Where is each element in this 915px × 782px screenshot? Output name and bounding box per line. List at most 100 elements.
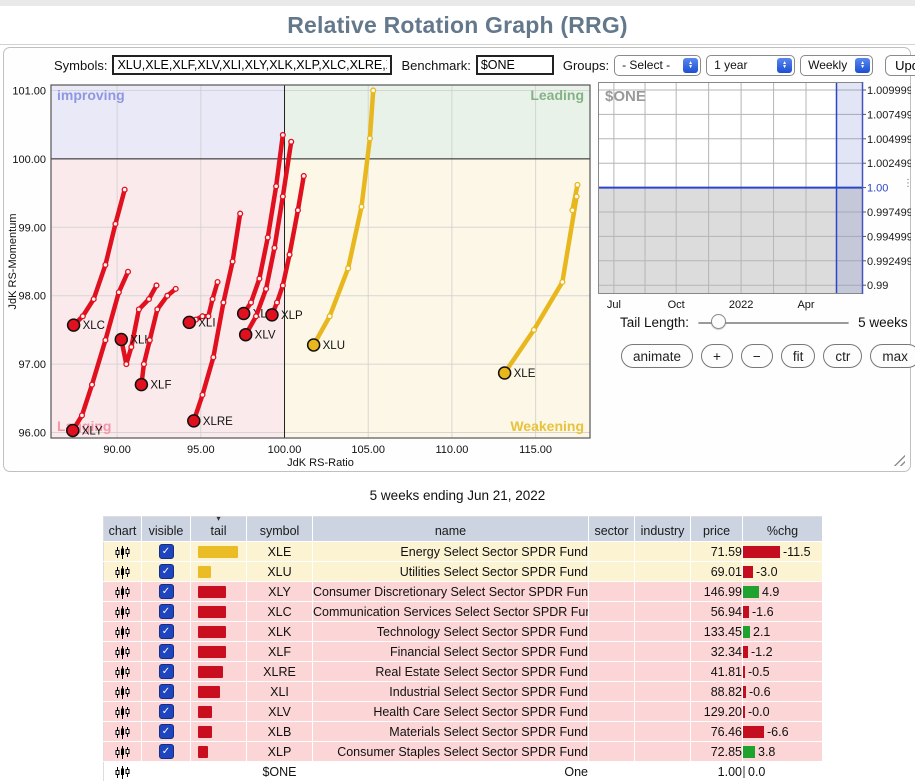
pctchg-cell: 4.9 <box>742 581 823 602</box>
sector-cell <box>588 621 635 642</box>
endpoint-XLI[interactable] <box>182 315 197 330</box>
period-select[interactable]: 1 year ▲ ▼ <box>706 54 796 76</box>
table-row-XLP[interactable]: ✓ XLP Consumer Staples Select Sector SPDR … <box>103 741 823 762</box>
zoom-out-button[interactable]: − <box>740 344 773 368</box>
table-row-XLY[interactable]: ✓ XLY Consumer Discretionary Select Sector… <box>103 581 823 602</box>
max-button[interactable]: max <box>870 344 915 368</box>
column-header-symbol[interactable]: symbol <box>246 516 313 542</box>
chart-icon[interactable] <box>103 741 142 762</box>
select-arrows-icon: ▲ ▼ <box>777 57 793 73</box>
column-header-price[interactable]: price <box>690 516 743 542</box>
pctchg-bar <box>743 665 745 678</box>
animate-button[interactable]: animate <box>621 344 694 368</box>
tail-point <box>140 361 147 368</box>
tail-point <box>90 296 97 303</box>
tail-point <box>286 251 293 258</box>
endpoint-XLE[interactable] <box>497 366 512 380</box>
visible-checkbox[interactable]: ✓ <box>158 584 174 599</box>
tail-point <box>164 292 171 299</box>
endpoint-XLB[interactable] <box>236 306 251 321</box>
endpoint-XLY[interactable] <box>66 423 80 438</box>
chart-icon[interactable] <box>103 661 142 682</box>
tail-point <box>288 138 295 145</box>
chart-icon[interactable] <box>103 721 142 742</box>
visible-checkbox[interactable]: ✓ <box>158 664 174 679</box>
chart-icon[interactable] <box>103 581 142 602</box>
chart-icon[interactable] <box>103 681 142 702</box>
table-row-XLV[interactable]: ✓ XLV Health Care Select Sector SPDR Fund 1… <box>103 701 823 722</box>
endpoint-XLC[interactable] <box>66 318 81 332</box>
svg-text:97.00: 97.00 <box>18 359 46 371</box>
fit-button[interactable]: fit <box>780 344 816 368</box>
table-row-XLK[interactable]: ✓ XLK Technology Select Sector SPDR Fund 13… <box>103 621 823 642</box>
pctchg-bar <box>743 745 755 758</box>
column-header-pctchg[interactable]: %chg <box>742 516 823 542</box>
svg-text:96.00: 96.00 <box>18 428 46 440</box>
frequency-select[interactable]: Weekly ▲ ▼ <box>800 54 874 76</box>
table-row-XLC[interactable]: ✓ XLC Communication Services Select Sector… <box>103 601 823 622</box>
pctchg-bar <box>743 585 759 598</box>
symbols-input[interactable] <box>112 55 393 75</box>
endpoint-XLU[interactable] <box>306 338 321 352</box>
chart-icon[interactable] <box>103 621 142 642</box>
table-row-XLF[interactable]: ✓ XLF Financial Select Sector SPDR Fund 32.… <box>103 641 823 662</box>
resize-grip[interactable] <box>892 453 905 466</box>
scroll-dots: ⋮ <box>903 178 913 189</box>
svg-text:98.00: 98.00 <box>18 291 46 303</box>
chart-icon[interactable] <box>103 701 142 722</box>
benchmark-input[interactable] <box>475 55 554 75</box>
visible-checkbox[interactable]: ✓ <box>158 544 174 559</box>
tail-cell <box>190 541 247 562</box>
tail-point <box>172 285 179 292</box>
chart-icon[interactable] <box>103 541 142 562</box>
column-header-name[interactable]: name <box>312 516 589 542</box>
visible-checkbox[interactable]: ✓ <box>158 604 174 619</box>
price-cell: 72.85 <box>690 741 743 762</box>
table-row-ONE[interactable]: $ONE One 1.00 0.0 <box>103 761 823 782</box>
table-row-XLU[interactable]: ✓ XLU Utilities Select Sector SPDR Fund 69.… <box>103 561 823 582</box>
column-header-visible[interactable]: visible <box>141 516 191 542</box>
tail-swatch <box>198 565 211 578</box>
visible-cell: ✓ <box>141 581 191 602</box>
update-button[interactable]: Update <box>885 54 915 76</box>
endpoint-XLF[interactable] <box>134 377 149 392</box>
tail-length-slider[interactable] <box>698 314 850 330</box>
endpoint-XLRE[interactable] <box>187 414 201 428</box>
table-row-XLRE[interactable]: ✓ XLRE Real Estate Select Sector SPDR Fund… <box>103 661 823 682</box>
table-row-XLB[interactable]: ✓ XLB Materials Select Sector SPDR Fund 76.… <box>103 721 823 742</box>
groups-select[interactable]: - Select - ▲ ▼ <box>614 54 702 76</box>
visible-checkbox[interactable]: ✓ <box>158 624 174 639</box>
column-header-tail[interactable]: tail ▾ <box>190 515 247 542</box>
tail-point <box>153 282 160 289</box>
center-button[interactable]: ctr <box>823 344 863 368</box>
endpoint-XLP[interactable] <box>265 308 279 322</box>
visible-checkbox[interactable]: ✓ <box>158 744 174 759</box>
column-header-sector[interactable]: sector <box>588 516 635 542</box>
column-header-chart[interactable]: chart <box>103 516 142 542</box>
frequency-select-value: Weekly <box>808 58 848 72</box>
industry-cell <box>634 641 691 662</box>
tail-cell <box>190 681 247 702</box>
tail-point <box>123 361 130 368</box>
chart-icon[interactable] <box>103 641 142 662</box>
rrg-chart: 90.00 95.00 100.00 105.00 110.00 115.00 96.00 9… <box>7 84 591 469</box>
name-cell: Utilities Select Sector SPDR Fund <box>312 561 589 582</box>
symbol-cell: XLP <box>246 741 313 762</box>
visible-checkbox[interactable]: ✓ <box>158 704 174 719</box>
table-row-XLE[interactable]: ✓ XLE Energy Select Sector SPDR Fund 71.59 -… <box>103 541 823 562</box>
column-header-industry[interactable]: industry <box>634 516 691 542</box>
chart-icon[interactable] <box>103 601 142 622</box>
tail-swatch <box>198 705 212 718</box>
chart-icon[interactable] <box>103 561 142 582</box>
visible-checkbox[interactable]: ✓ <box>158 724 174 739</box>
visible-checkbox[interactable]: ✓ <box>158 684 174 699</box>
table-row-XLI[interactable]: ✓ XLI Industrial Select Sector SPDR Fund 88… <box>103 681 823 702</box>
tail-cell <box>190 621 247 642</box>
endpoint-XLV[interactable] <box>238 327 253 342</box>
tail-point <box>345 265 352 272</box>
endpoint-XLK[interactable] <box>114 332 129 347</box>
slider-handle[interactable] <box>710 314 726 329</box>
visible-checkbox[interactable]: ✓ <box>158 564 174 579</box>
zoom-in-button[interactable]: + <box>701 344 733 368</box>
visible-checkbox[interactable]: ✓ <box>158 644 174 659</box>
